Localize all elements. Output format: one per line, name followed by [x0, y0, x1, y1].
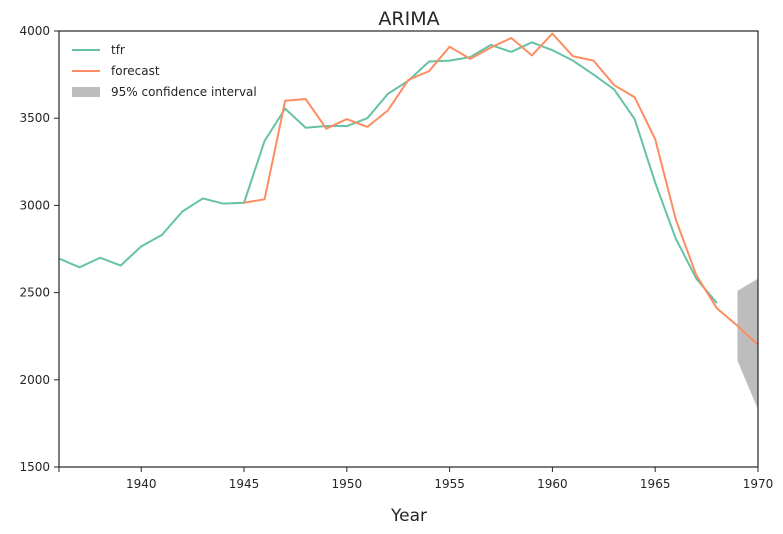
chart-title: ARIMA — [378, 8, 439, 30]
legend-label-forecast: forecast — [111, 64, 160, 78]
axes: 1940 1945 1950 1955 1960 1965 1970 1500 2000 2500… — [19, 24, 773, 491]
plot-area — [59, 32, 758, 410]
y-tick-label: 2000 — [19, 373, 50, 387]
x-tick-label: 1960 — [537, 477, 568, 491]
legend-label-confidence-interval: 95% confidence interval — [111, 85, 257, 99]
x-tick-label: 1970 — [743, 477, 774, 491]
x-tick-label: 1945 — [229, 477, 260, 491]
series-line-tfr — [59, 41, 718, 304]
plot-inner — [59, 32, 758, 410]
y-tick-label: 2500 — [19, 286, 50, 300]
x-tick-label: 1940 — [126, 477, 157, 491]
x-tick-label: 1965 — [640, 477, 671, 491]
legend-label-tfr: tfr — [111, 43, 125, 57]
x-axis-label: Year — [390, 506, 427, 526]
confidence-interval-band — [737, 278, 758, 410]
y-tick-label: 1500 — [19, 460, 50, 474]
legend: tfr forecast 95% confidence interval — [72, 43, 257, 99]
axes-frame — [58, 30, 759, 468]
y-tick-label: 3000 — [19, 198, 50, 212]
y-tick-label: 3500 — [19, 111, 50, 125]
x-tick-label: 1950 — [332, 477, 363, 491]
series-line-forecast — [243, 32, 758, 346]
legend-swatch-confidence-interval — [72, 87, 100, 97]
y-tick-label: 4000 — [19, 24, 50, 38]
x-tick-label: 1955 — [434, 477, 465, 491]
